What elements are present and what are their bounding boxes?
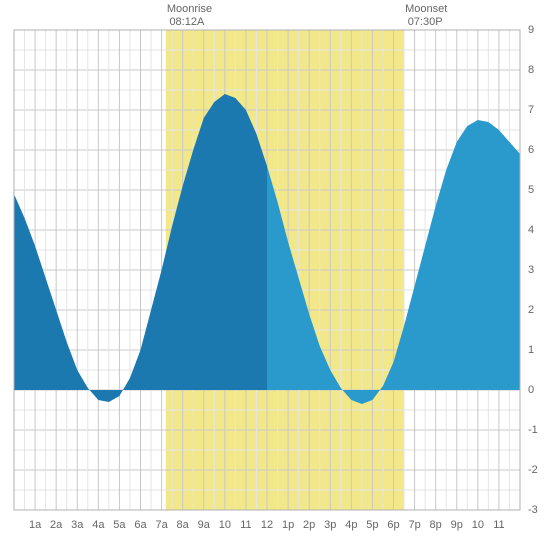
x-tick-label: 5a	[113, 519, 126, 531]
x-tick-label: 9p	[451, 519, 463, 531]
y-tick-label: 6	[528, 144, 534, 156]
x-tick-label: 3p	[324, 519, 336, 531]
y-tick-label: 9	[528, 24, 534, 36]
x-tick-label: 4a	[92, 519, 105, 531]
y-tick-label: 7	[528, 104, 534, 116]
tide-chart: Moonrise 08:12A Moonset 07:30P -3-2-1012…	[0, 0, 550, 550]
x-tick-label: 11	[493, 519, 504, 531]
x-tick-label: 2p	[303, 519, 315, 531]
x-tick-label: 6p	[387, 519, 399, 531]
x-tick-label: 8a	[177, 519, 190, 531]
x-tick-label: 2a	[50, 519, 63, 531]
x-tick-label: 1a	[29, 519, 42, 531]
y-tick-label: -2	[528, 464, 538, 476]
x-tick-label: 12	[261, 519, 273, 531]
y-tick-label: 8	[528, 64, 534, 76]
y-tick-label: 5	[528, 184, 534, 196]
moonset-label: Moonset	[405, 3, 445, 16]
y-tick-label: -1	[528, 424, 538, 436]
x-tick-label: 7p	[408, 519, 420, 531]
x-tick-label: 1p	[282, 519, 294, 531]
x-tick-label: 6a	[134, 519, 147, 531]
x-tick-label: 8p	[430, 519, 442, 531]
y-tick-label: 0	[528, 384, 534, 396]
y-tick-label: 3	[528, 264, 534, 276]
y-tick-label: 2	[528, 304, 534, 316]
x-tick-label: 10	[472, 519, 484, 531]
x-tick-label: 11	[240, 519, 251, 531]
moonrise-annotation: Moonrise 08:12A	[167, 3, 207, 29]
moonrise-label: Moonrise	[167, 3, 207, 16]
moonrise-time: 08:12A	[167, 16, 207, 29]
y-tick-label: -3	[528, 504, 538, 516]
y-tick-label: 4	[528, 224, 534, 236]
y-tick-label: 1	[528, 344, 534, 356]
x-tick-label: 7a	[155, 519, 168, 531]
x-tick-label: 4p	[345, 519, 357, 531]
moonset-annotation: Moonset 07:30P	[405, 3, 445, 29]
x-tick-label: 10	[219, 519, 231, 531]
moonset-time: 07:30P	[405, 16, 445, 29]
x-tick-label: 9a	[198, 519, 211, 531]
x-tick-label: 3a	[71, 519, 84, 531]
x-tick-label: 5p	[366, 519, 378, 531]
chart-svg: -3-2-101234567891a2a3a4a5a6a7a8a9a101112…	[0, 0, 550, 550]
